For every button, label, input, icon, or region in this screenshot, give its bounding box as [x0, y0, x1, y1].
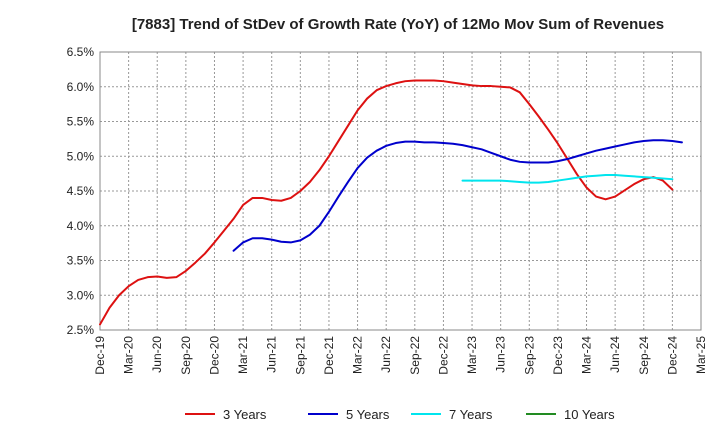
x-tick-label-12: Dec-22: [436, 336, 450, 375]
x-tick-label-6: Jun-21: [265, 336, 279, 373]
series-line-7-years: [461, 174, 674, 184]
y-tick-label-4: 4.5%: [67, 184, 95, 198]
legend-label-10-years: 10 Years: [564, 407, 615, 422]
plot-area-frame: [99, 51, 702, 331]
x-tick-label-10: Jun-22: [379, 336, 393, 373]
x-tick-label-14: Jun-23: [494, 336, 508, 373]
x-tick-label-7: Sep-21: [293, 336, 307, 375]
legend-label-7-years: 7 Years: [449, 407, 493, 422]
x-tick-label-1: Mar-20: [122, 336, 136, 374]
x-tick-label-18: Jun-24: [608, 336, 622, 373]
x-tick-label-0: Dec-19: [93, 336, 107, 375]
x-tick-label-16: Dec-23: [551, 336, 565, 375]
y-tick-label-7: 6.0%: [67, 80, 95, 94]
y-tick-label-8: 6.5%: [67, 45, 95, 59]
x-tick-label-9: Mar-22: [351, 336, 365, 374]
legend: 3 Years 5 Years 7 Years 10 Years: [185, 407, 615, 422]
y-axis-tick-labels: 2.5% 3.0% 3.5% 4.0% 4.5% 5.0% 5.5% 6.0% 6.5%: [67, 45, 95, 337]
x-axis-tick-labels: Dec-19 Mar-20 Jun-20 Sep-20 Dec-20 Mar-21 Jun-…: [93, 336, 708, 375]
x-tick-label-15: Sep-23: [522, 336, 536, 375]
x-tick-label-13: Mar-23: [465, 336, 479, 374]
x-tick-label-3: Sep-20: [179, 336, 193, 375]
x-tick-label-19: Sep-24: [637, 336, 651, 375]
x-tick-label-17: Mar-24: [580, 336, 594, 374]
series-layer: [99, 79, 683, 326]
y-tick-label-3: 4.0%: [67, 219, 95, 233]
y-tick-label-0: 2.5%: [67, 323, 95, 337]
x-tick-label-8: Dec-21: [322, 336, 336, 375]
x-tick-label-21: Mar-25: [694, 336, 708, 374]
series-line-3-years: [99, 79, 674, 326]
x-tick-label-4: Dec-20: [207, 336, 221, 375]
series-line-5-years: [232, 139, 683, 252]
chart-title: [7883] Trend of StDev of Growth Rate (Yo…: [132, 16, 664, 33]
y-tick-label-5: 5.0%: [67, 149, 95, 163]
legend-label-3-years: 3 Years: [223, 407, 267, 422]
y-tick-label-1: 3.0%: [67, 288, 95, 302]
x-tick-label-2: Jun-20: [150, 336, 164, 373]
y-tick-label-6: 5.5%: [67, 115, 95, 129]
legend-label-5-years: 5 Years: [346, 407, 390, 422]
grid-lines: [100, 52, 701, 330]
x-tick-label-20: Dec-24: [665, 336, 679, 375]
x-tick-label-5: Mar-21: [236, 336, 250, 374]
y-tick-label-2: 3.5%: [67, 254, 95, 268]
x-tick-label-11: Sep-22: [408, 336, 422, 375]
